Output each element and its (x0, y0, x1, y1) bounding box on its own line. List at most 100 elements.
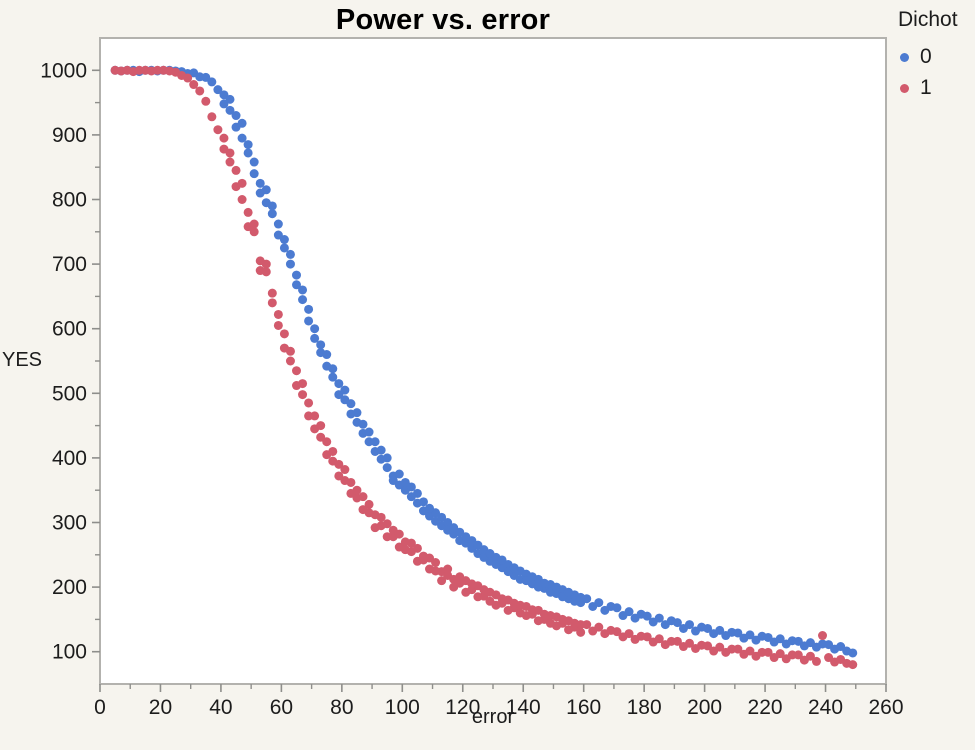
data-point-series-0 (255, 178, 265, 188)
data-point-series-0 (624, 607, 634, 617)
data-point-series-0 (298, 285, 308, 295)
data-point-series-1 (201, 96, 211, 106)
data-point-series-1 (219, 133, 229, 143)
data-point-series-0 (412, 488, 422, 498)
x-tick-label: 0 (94, 696, 106, 719)
data-point-series-0 (279, 243, 289, 253)
data-point-series-0 (497, 555, 507, 565)
data-point-series-0 (249, 169, 259, 179)
data-point-series-1 (273, 309, 283, 319)
data-point-series-1 (715, 642, 725, 652)
data-point-series-0 (346, 399, 356, 409)
data-point-series-1 (225, 148, 235, 158)
y-tick-label: 700 (52, 253, 87, 276)
data-point-series-1 (249, 227, 259, 237)
data-point-series-0 (775, 634, 785, 644)
data-point-series-0 (642, 611, 652, 621)
plot-area[interactable] (99, 37, 887, 685)
data-point-series-1 (370, 523, 380, 533)
data-point-series-1 (225, 157, 235, 167)
data-point-series-0 (594, 598, 604, 608)
data-point-series-1 (654, 634, 664, 644)
x-tick-label: 140 (506, 696, 541, 719)
data-point-series-0 (564, 587, 574, 597)
legend-item-label: 1 (920, 76, 932, 99)
data-point-series-1 (267, 298, 277, 308)
data-point-series-1 (412, 556, 422, 566)
y-tick-label: 200 (52, 576, 87, 599)
data-point-series-0 (285, 259, 295, 269)
data-point-series-1 (793, 650, 803, 660)
data-point-series-0 (340, 385, 350, 395)
data-point-series-1 (733, 644, 743, 654)
y-tick-label: 300 (52, 512, 87, 535)
data-point-series-0 (461, 532, 471, 542)
data-point-series-1 (612, 627, 622, 637)
legend: Dichot 0 1 (888, 8, 975, 104)
data-point-series-1 (461, 587, 471, 597)
data-point-series-0 (328, 364, 338, 374)
data-point-series-1 (412, 543, 422, 553)
data-point-series-1 (285, 346, 295, 356)
data-point-series-0 (285, 249, 295, 259)
x-tick-label: 40 (209, 696, 232, 719)
data-point-series-1 (328, 446, 338, 456)
data-point-series-1 (406, 538, 416, 548)
data-point-series-0 (848, 648, 858, 658)
data-point-series-0 (237, 118, 247, 128)
x-tick-label: 100 (385, 696, 420, 719)
data-point-series-1 (183, 73, 193, 83)
legend-item-1[interactable]: 1 (888, 73, 975, 104)
data-point-series-1 (334, 471, 344, 481)
data-point-series-1 (805, 651, 815, 661)
data-point-series-1 (255, 266, 265, 276)
data-point-series-0 (376, 445, 386, 455)
data-point-series-1 (358, 505, 368, 515)
data-point-series-0 (237, 133, 247, 143)
data-point-series-0 (225, 94, 235, 104)
x-tick-label: 220 (748, 696, 783, 719)
data-point-series-1 (431, 558, 441, 568)
data-point-series-0 (443, 518, 453, 527)
y-tick-label: 600 (52, 318, 87, 341)
data-point-series-0 (382, 463, 392, 473)
x-tick-label: 240 (808, 696, 843, 719)
data-point-series-1 (322, 437, 332, 447)
data-point-series-1 (364, 499, 374, 509)
y-tick-label: 100 (52, 641, 87, 664)
legend-item-0[interactable]: 0 (888, 42, 975, 73)
data-point-series-1 (237, 195, 247, 204)
data-point-series-0 (715, 625, 725, 635)
data-point-series-1 (551, 621, 561, 631)
data-point-series-0 (449, 523, 459, 533)
data-point-series-1 (509, 598, 519, 608)
data-point-series-1 (292, 366, 301, 376)
data-point-series-1 (570, 618, 580, 628)
data-point-series-1 (279, 329, 289, 339)
x-tick-label: 60 (270, 696, 293, 719)
data-point-series-0 (310, 324, 320, 334)
data-point-series-0 (364, 427, 374, 437)
data-point-series-1 (213, 125, 223, 135)
data-point-series-0 (551, 582, 561, 592)
data-point-series-1 (564, 625, 574, 635)
y-tick-label: 500 (52, 382, 87, 405)
data-point-series-0 (267, 201, 277, 211)
data-point-series-1 (231, 165, 241, 175)
data-point-series-1 (267, 288, 277, 298)
data-point-series-0 (225, 105, 235, 115)
data-point-series-0 (304, 316, 314, 326)
data-point-series-1 (340, 465, 350, 475)
data-point-series-1 (304, 411, 314, 421)
data-point-series-0 (322, 350, 332, 360)
data-point-series-0 (207, 77, 217, 87)
data-point-series-1 (533, 616, 543, 626)
data-point-series-0 (539, 578, 549, 588)
data-point-series-0 (370, 437, 380, 447)
data-point-series-0 (316, 340, 326, 350)
x-axis-label: error (471, 706, 515, 728)
data-point-series-1 (558, 614, 568, 624)
data-point-series-0 (485, 549, 495, 559)
data-point-series-0 (545, 587, 555, 597)
